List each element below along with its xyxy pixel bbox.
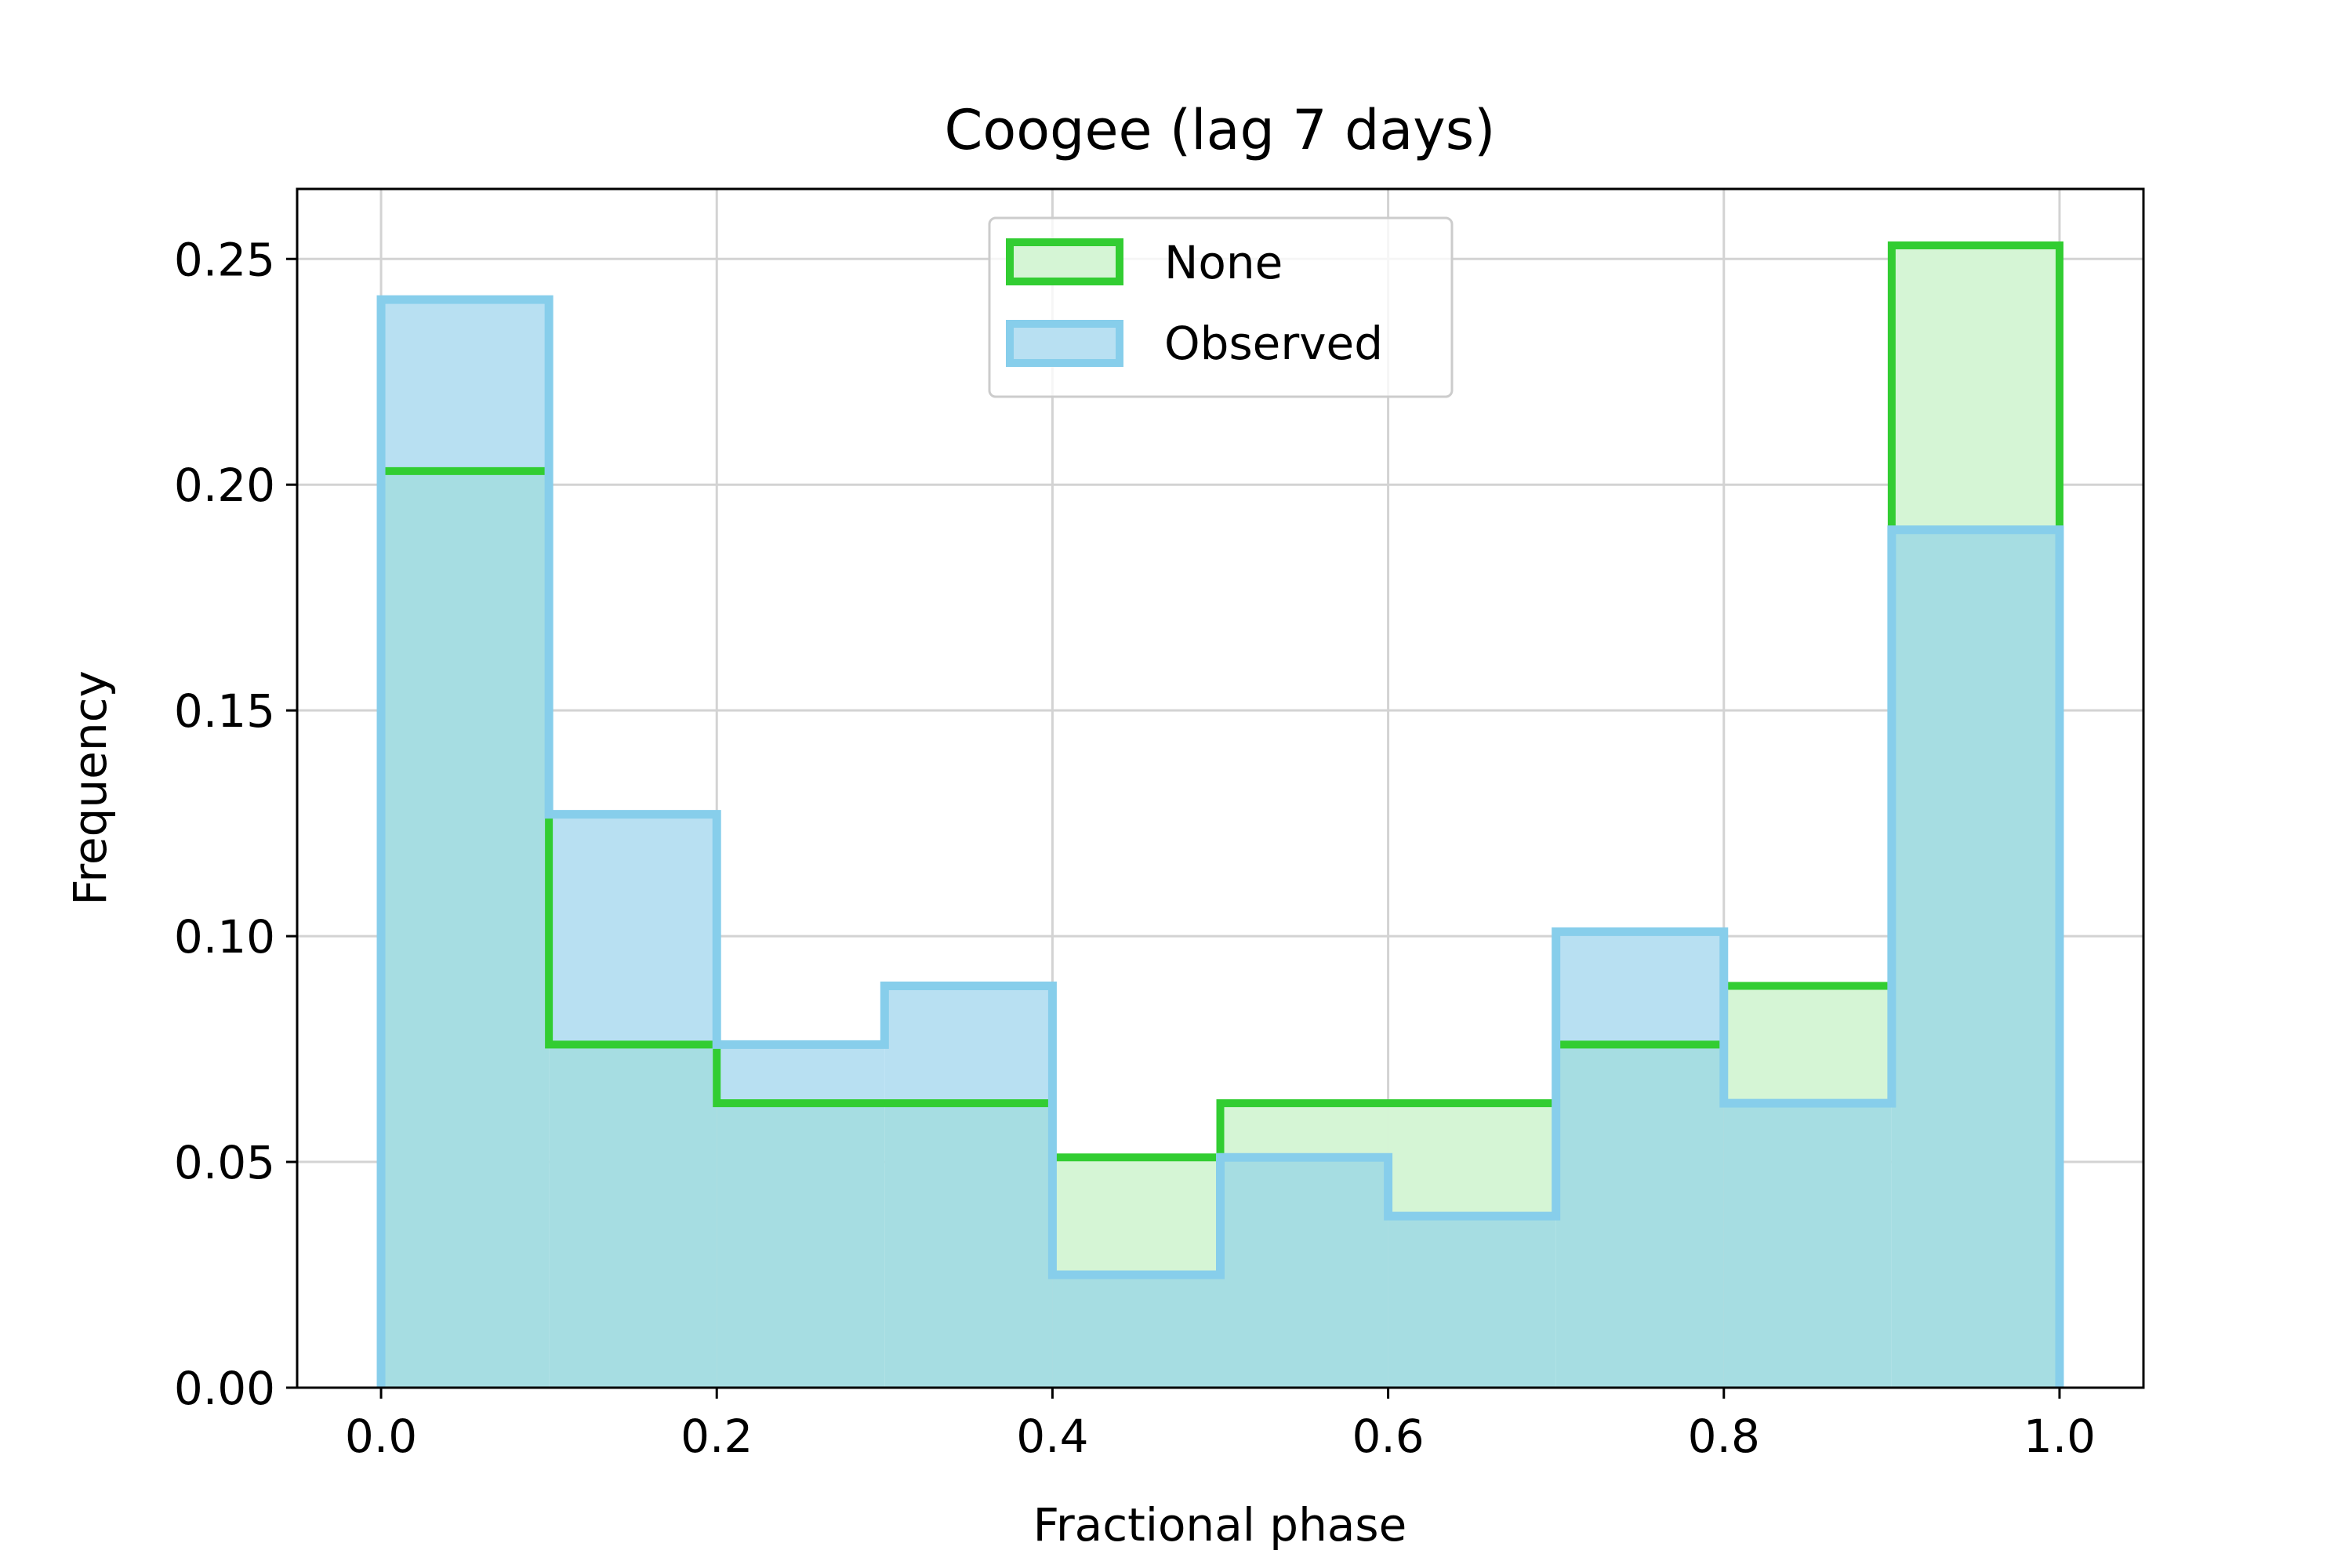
y-tick-label-3: 0.15: [174, 684, 275, 738]
bar-overlap-6: [1388, 1216, 1556, 1388]
x-tick-label-1: 0.2: [681, 1410, 753, 1463]
bar-excess-2: [717, 1044, 885, 1104]
bar-excess-6: [1388, 1103, 1556, 1217]
x-tick-label-3: 0.6: [1352, 1410, 1424, 1463]
x-tick-label-4: 0.8: [1688, 1410, 1760, 1463]
legend: None Observed: [988, 216, 1454, 398]
y-axis-label: Frequency: [64, 670, 117, 906]
line-layer: [376, 241, 2064, 1388]
bar-overlap-5: [1220, 1157, 1388, 1388]
bar-overlap-3: [884, 1103, 1053, 1388]
tick-layer: 0.0 0.2 0.4 0.6 0.8 1.0 0.00 0.05 0.10 0.15 0.20 0.…: [174, 233, 2096, 1463]
bar-overlap-0: [381, 470, 550, 1388]
y-tick-label-0: 0.00: [174, 1362, 275, 1415]
axes-frame: [296, 187, 2145, 1389]
bar-excess-4: [1052, 1157, 1221, 1276]
step-line-none: [377, 241, 2063, 1388]
legend-swatch-observed: [1006, 320, 1123, 367]
y-tick-label-2: 0.10: [174, 910, 275, 964]
bar-overlap-2: [717, 1103, 885, 1388]
bar-overlap-1: [549, 1044, 717, 1388]
x-tick-label-0: 0.0: [345, 1410, 417, 1463]
bar-overlap-7: [1555, 1044, 1724, 1388]
bar-overlap-4: [1052, 1275, 1221, 1388]
y-tick-label-5: 0.25: [174, 233, 275, 286]
bar-overlap-9: [1891, 529, 2060, 1388]
y-tick-label-1: 0.05: [174, 1136, 275, 1189]
chart-title: Coogee (lag 7 days): [944, 98, 1495, 162]
x-axis-label: Fractional phase: [1033, 1498, 1407, 1552]
bar-excess-3: [884, 985, 1053, 1104]
y-tick-label-4: 0.20: [174, 459, 275, 512]
fill-layer: [381, 245, 2060, 1388]
x-tick-label-2: 0.4: [1016, 1410, 1088, 1463]
legend-label-observed: Observed: [1164, 317, 1383, 370]
bar-overlap-8: [1723, 1103, 1892, 1388]
bar-excess-9: [1891, 245, 2060, 530]
bar-excess-1: [549, 814, 717, 1045]
legend-label-none: None: [1164, 236, 1283, 289]
x-tick-label-5: 1.0: [2024, 1410, 2096, 1463]
bar-excess-8: [1723, 985, 1892, 1104]
legend-swatch-none: [1006, 238, 1123, 285]
step-line-observed: [376, 295, 2064, 1388]
bar-excess-7: [1555, 931, 1724, 1045]
bar-excess-5: [1220, 1103, 1388, 1158]
bar-excess-0: [381, 299, 550, 471]
